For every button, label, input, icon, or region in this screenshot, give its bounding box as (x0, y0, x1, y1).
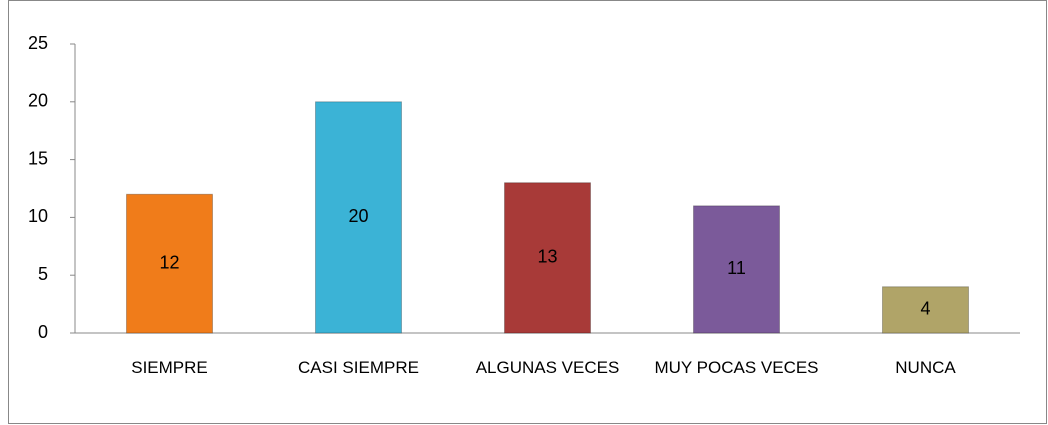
y-tick-label: 15 (28, 148, 48, 168)
value-label: 12 (159, 252, 179, 272)
bar (882, 286, 969, 334)
x-tick-label: ALGUNAS VECES (475, 358, 620, 377)
x-tick-label: MUY POCAS VECES (654, 358, 819, 377)
bar (504, 182, 591, 334)
value-label: 11 (727, 258, 746, 278)
bar (126, 193, 213, 334)
y-tick-label: 0 (38, 322, 48, 342)
chart-frame (8, 0, 1047, 424)
value-label: 13 (537, 247, 557, 267)
y-tick-label: 20 (28, 91, 48, 111)
x-tick-label: NUNCA (895, 358, 956, 377)
bar (315, 101, 402, 334)
x-tick-label: SIEMPRE (131, 358, 208, 377)
y-tick-label: 10 (28, 206, 48, 226)
y-tick-label: 25 (28, 33, 48, 53)
y-tick-label: 5 (38, 264, 48, 284)
value-label: 20 (348, 206, 368, 226)
bar (693, 205, 780, 334)
x-tick-label: CASI SIEMPRE (298, 358, 419, 377)
value-label: 4 (920, 299, 930, 319)
